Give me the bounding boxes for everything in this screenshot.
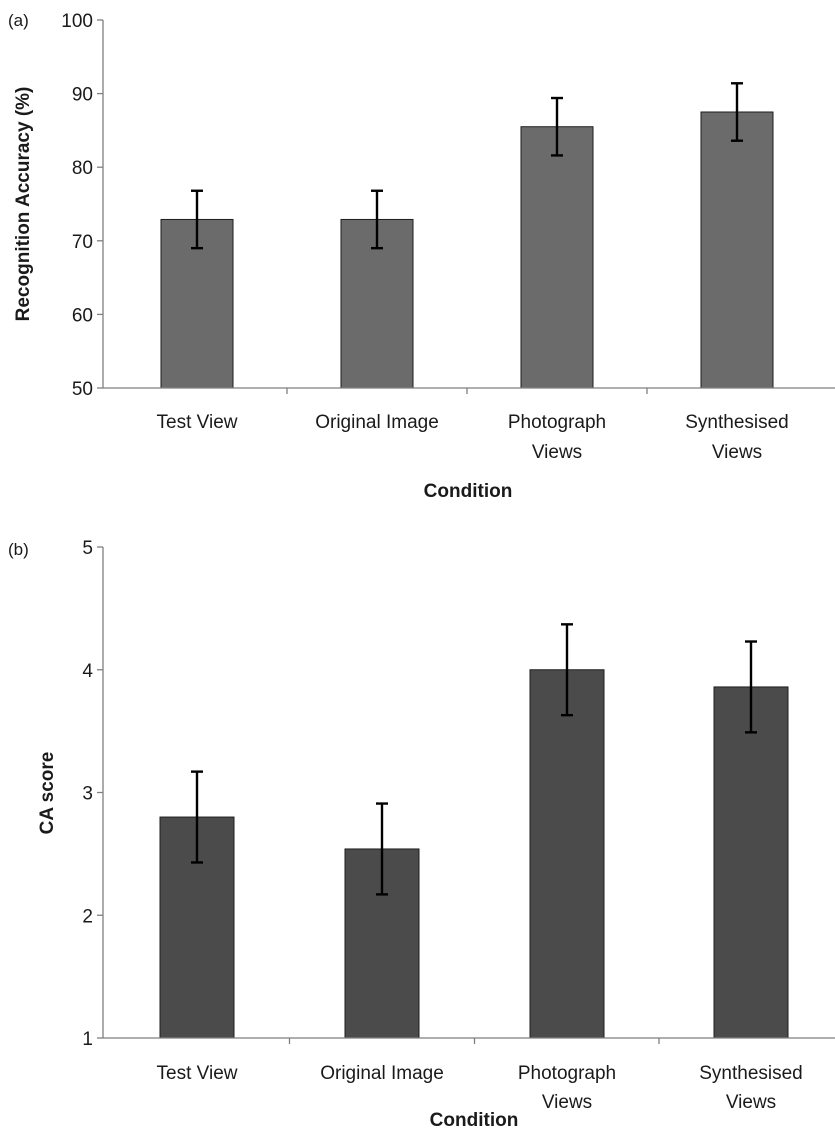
panel-a-y-tick-label: 60 [72,305,93,326]
panel-a-recognition-accuracy: (a) 50 60 70 80 90 100 Test View Original Imag… [8,11,835,502]
panel-a-bar-3 [700,111,774,389]
panel-b-category-label: Original Image [320,1063,444,1084]
panel-a-category-label: Photograph [508,412,606,433]
panel-a-y-axis-title: Recognition Accuracy (%) [13,87,34,322]
panel-a-y-tick-label: 80 [72,158,93,179]
panel-a-marks [160,82,774,389]
panel-b-bar-3 [713,686,789,1039]
panel-b-y-tick-label: 4 [82,661,93,682]
panel-b-category-labels: Test View Original Image Photograph Views Sy… [157,1063,803,1113]
panel-b-marks [159,623,789,1039]
panel-a-label: (a) [8,11,29,30]
panel-a-y-tick-label: 100 [61,11,93,32]
panel-a-y-tick-label: 50 [72,379,93,400]
panel-b-y-ticks: 1 2 3 4 5 [82,538,660,1050]
panel-a-category-label: Synthesised [685,412,789,433]
panel-a-category-label: Views [712,442,762,463]
panel-a-y-ticks: 50 60 70 80 90 100 [61,11,648,400]
panel-a-x-axis-title: Condition [424,481,513,502]
panel-a-category-label: Views [532,442,582,463]
panel-a-y-tick-label: 90 [72,85,93,106]
panel-a-category-labels: Test View Original Image Photograph Views Sy… [157,412,789,463]
panel-b-ca-score: (b) 1 2 3 4 5 Test View Original Image Photogr… [8,538,835,1129]
panel-b-category-label: Views [726,1092,776,1113]
panel-b-y-tick-label: 1 [82,1029,93,1050]
panel-b-category-label: Photograph [518,1063,616,1084]
panel-b-bar-2 [529,669,605,1039]
panel-b-y-axis-title: CA score [37,752,58,835]
panel-b-label: (b) [8,540,29,559]
panel-b-y-tick-label: 3 [82,784,93,805]
panel-a-bar-2 [520,126,594,389]
panel-b-category-label: Views [542,1092,592,1113]
panel-b-y-tick-label: 2 [82,906,93,927]
panel-b-category-label: Synthesised [699,1063,803,1084]
panel-a-category-label: Test View [157,412,238,433]
panel-b-category-label: Test View [157,1063,238,1084]
panel-b-x-axis-title: Condition [430,1110,519,1129]
panel-b-y-tick-label: 5 [82,538,93,559]
panel-a-y-tick-label: 70 [72,232,93,253]
panel-a-category-label: Original Image [315,412,439,433]
